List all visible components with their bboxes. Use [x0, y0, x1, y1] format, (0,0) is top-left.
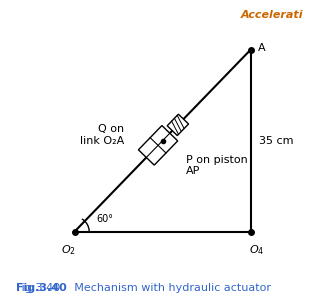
Text: Accelerati: Accelerati — [241, 10, 303, 20]
Text: P on piston
AP: P on piston AP — [186, 155, 248, 176]
Text: Fig.3.40: Fig.3.40 — [16, 283, 67, 293]
Text: 35 cm: 35 cm — [259, 136, 294, 146]
Text: 60°: 60° — [97, 214, 114, 224]
Text: A: A — [258, 43, 266, 53]
Text: $O_4$: $O_4$ — [249, 243, 264, 257]
Polygon shape — [167, 114, 188, 135]
Polygon shape — [138, 126, 178, 165]
Text: Q on
link O₂A: Q on link O₂A — [80, 124, 124, 146]
Text: $O_2$: $O_2$ — [61, 243, 76, 257]
Text: Fig.3.40    Mechanism with hydraulic actuator: Fig.3.40 Mechanism with hydraulic actuat… — [16, 283, 271, 293]
